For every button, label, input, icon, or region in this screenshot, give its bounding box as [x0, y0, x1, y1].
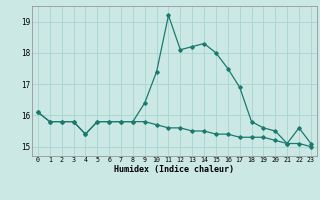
- X-axis label: Humidex (Indice chaleur): Humidex (Indice chaleur): [115, 165, 234, 174]
